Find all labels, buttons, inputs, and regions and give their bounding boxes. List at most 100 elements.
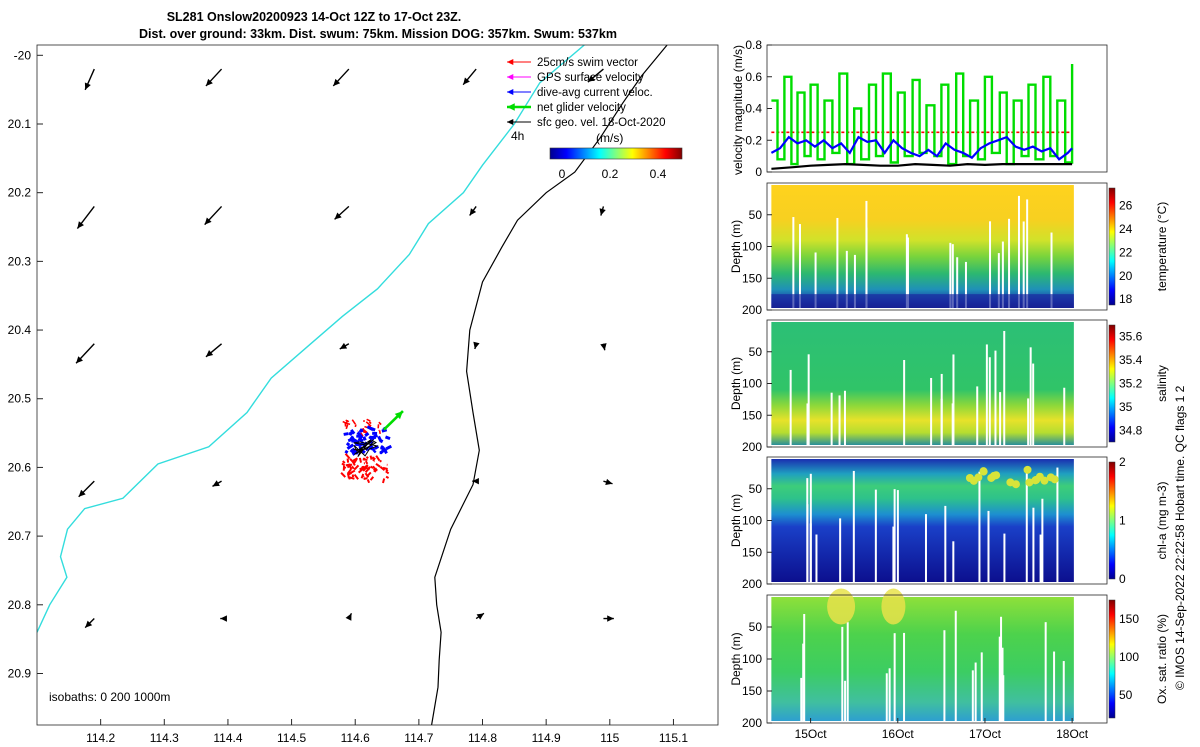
- swim-vector: [385, 468, 389, 472]
- section-gap: [807, 354, 810, 445]
- section-temperature_section: 50 100 150 200 Depth (m) 18 20 22 24 26 temperatur…: [729, 182, 1169, 317]
- dive-avg-current-vector: [373, 445, 380, 450]
- swim-vector: [375, 455, 381, 462]
- map-y-ticks: -20 20.1 20.2 20.3 20.4 20.5 20.6 20.7 20.8 20.9: [8, 48, 43, 680]
- section-gap: [839, 518, 842, 582]
- swim-vector: [365, 421, 371, 426]
- dive-avg-current-vector: [355, 442, 361, 447]
- section-y-tick-label: 200: [742, 577, 762, 591]
- swim-vector: [351, 419, 357, 425]
- velocity-y-ticks: 0 0.2 0.4 0.6 0.8: [745, 38, 772, 179]
- map-content: [37, 45, 668, 725]
- section-colorbar-tick-label: 22: [1119, 245, 1133, 259]
- dive-avg-current-vector: [377, 435, 382, 442]
- geo-velocity-arrow-head: [345, 613, 352, 621]
- coastline: [37, 45, 585, 633]
- geo-velocity-arrow-head: [607, 615, 614, 622]
- section-gap: [924, 514, 927, 582]
- swim-vector: [340, 472, 347, 478]
- legend-arrow-head: [507, 103, 515, 111]
- map-y-tick-label: 20.5: [8, 392, 32, 406]
- geo-velocity-arrow-head: [605, 478, 613, 486]
- geo-velocity-arrow: [76, 205, 95, 229]
- swim-vector: [342, 420, 347, 424]
- dive-avg-current-vectors: [343, 425, 393, 456]
- geo-velocity-arrow-head: [473, 341, 480, 349]
- section-y-tick-label: 200: [742, 716, 762, 730]
- section-gap: [985, 344, 988, 445]
- map-legend: 25cm/s swim vector GPS surface velocity di…: [507, 57, 683, 181]
- section-gap: [976, 386, 979, 445]
- swim-vector: [362, 428, 368, 434]
- section-gap: [798, 224, 801, 308]
- section-gap: [792, 217, 795, 308]
- figure-title-line1: SL281 Onslow20200923 14-Oct 12Z to 17-Oc…: [167, 10, 462, 24]
- dive-avg-current-vector: [379, 449, 385, 455]
- section-y-tick-label: 50: [749, 482, 763, 496]
- geo-velocity-arrow: [75, 343, 95, 364]
- section-gap: [1056, 467, 1059, 582]
- swim-vector: [364, 466, 371, 473]
- velocity-panel: 0 0.2 0.4 0.6 0.8 velocity magnitude (m/s): [731, 38, 1108, 179]
- geo-velocity-arrow-head: [339, 342, 348, 349]
- chl-maximum-point: [1046, 473, 1055, 482]
- section-gap: [987, 510, 990, 582]
- section-y-tick-label: 100: [742, 652, 762, 666]
- geo-velocity-arrow-head: [78, 489, 86, 497]
- swim-vector: [385, 470, 390, 475]
- section-colorbar-label: chl-a (mg m-3): [1155, 481, 1169, 559]
- figure-title-line2: Dist. over ground: 33km. Dist. swum: 75k…: [139, 27, 617, 41]
- section-colorbar-tick-label: 26: [1119, 199, 1133, 213]
- swim-vector: [373, 467, 378, 471]
- swim-vector: [352, 457, 358, 462]
- chl-maximum-point: [1031, 476, 1040, 485]
- swim-vector: [350, 469, 356, 474]
- legend-arrow: [507, 73, 531, 81]
- section-colorbar-label: Ox. sat. ratio (%): [1155, 614, 1169, 704]
- geo-velocity-arrow: [212, 480, 222, 487]
- section-gap: [905, 234, 908, 308]
- geo-velocity-arrow: [469, 206, 477, 216]
- section-gap: [830, 392, 833, 445]
- section-gap: [944, 505, 947, 582]
- geo-velocity-arrow-head: [212, 480, 220, 487]
- section-gap: [841, 626, 844, 721]
- chl-maximum-point: [1040, 476, 1049, 485]
- map-frame: [36, 44, 719, 726]
- map-x-tick-label: 115.1: [659, 731, 688, 745]
- section-field: [771, 322, 1074, 445]
- swim-vector: [366, 479, 371, 484]
- swim-vector: [346, 468, 353, 475]
- legend-arrow-head: [507, 88, 514, 96]
- section-x-tick-label: 17Oct: [969, 727, 1002, 741]
- section-gap: [893, 489, 896, 582]
- section-gap: [844, 680, 847, 721]
- section-gap: [998, 636, 1001, 721]
- series-net_velocity: [771, 64, 1074, 166]
- isobath-200m: [431, 45, 668, 725]
- series-dive_avg_current: [770, 135, 1073, 161]
- geo-velocity-arrow: [334, 205, 350, 220]
- section-gap: [845, 250, 848, 308]
- chl-maximum-point: [1023, 465, 1032, 474]
- section-gap: [978, 471, 981, 582]
- isobath-label: isobaths: 0 200 1000m: [49, 690, 170, 704]
- geo-velocity-arrow-head: [587, 75, 596, 83]
- section-gap: [1001, 647, 1004, 721]
- swim-vector: [348, 464, 353, 470]
- section-gap: [846, 622, 849, 721]
- section-gap: [1025, 470, 1028, 582]
- section-gap: [809, 473, 812, 582]
- section-gap: [951, 403, 954, 445]
- swim-vector: [368, 421, 372, 425]
- swim-vector: [382, 478, 386, 484]
- speed-colorbar: [549, 147, 683, 160]
- section-colorbar: [1108, 187, 1116, 306]
- geo-velocity-arrow-head: [333, 78, 341, 86]
- geo-velocity-arrow: [204, 205, 223, 226]
- legend-label: 25cm/s swim vector: [537, 57, 638, 69]
- geo-velocity-arrow-head: [220, 615, 227, 622]
- legend-arrow-head: [507, 73, 514, 81]
- velocity-y-tick-label: 0.4: [745, 102, 762, 116]
